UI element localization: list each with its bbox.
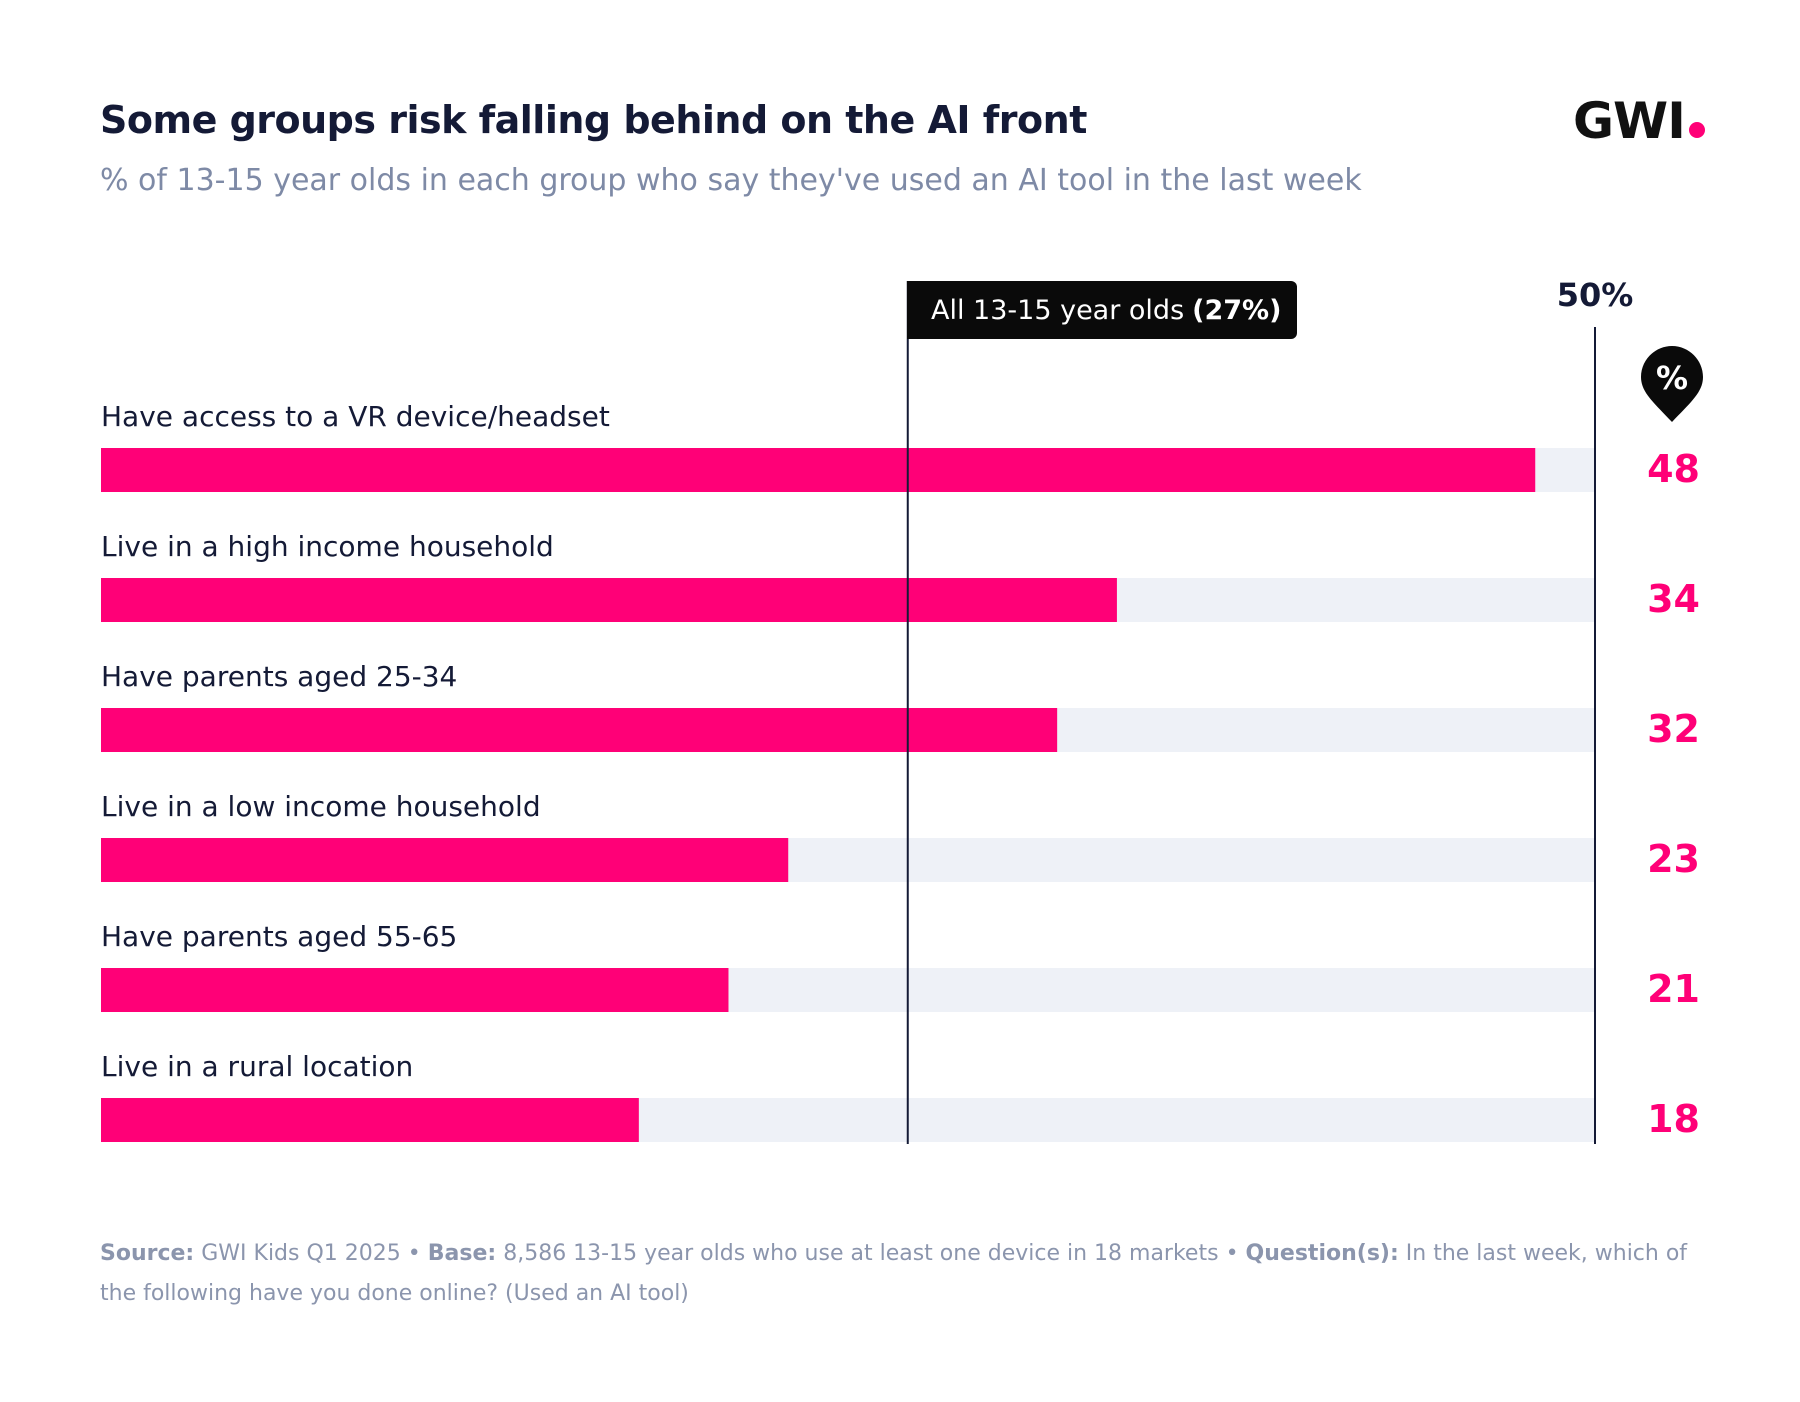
category-label: Have access to a VR device/headset [101, 400, 610, 433]
footer-separator: • [407, 1241, 421, 1266]
reference-line-label: All 13-15 year olds (27%) [907, 281, 1298, 339]
category-label: Have parents aged 25-34 [101, 660, 458, 693]
bar [101, 968, 729, 1012]
bar [101, 448, 1536, 492]
value-label: 23 [1647, 837, 1700, 881]
value-label: 48 [1647, 447, 1700, 491]
category-label: Live in a high income household [101, 530, 554, 563]
value-label: 34 [1647, 577, 1700, 621]
reference-label-text: All 13-15 year olds [931, 294, 1185, 326]
chart-subtitle: % of 13-15 year olds in each group who s… [100, 163, 1362, 198]
bar [101, 578, 1117, 622]
source-label: Source: [100, 1241, 195, 1266]
chart-title: Some groups risk falling behind on the A… [100, 98, 1087, 142]
category-label: Live in a rural location [101, 1050, 414, 1083]
footer-separator: • [1225, 1241, 1239, 1266]
value-label: 18 [1647, 1097, 1700, 1141]
question-label: Question(s): [1245, 1241, 1399, 1266]
bar [101, 708, 1058, 752]
percent-pin-icon: % [1641, 346, 1703, 422]
bar [101, 1098, 639, 1142]
axis-max-label: 50% [1556, 276, 1634, 314]
source-text: GWI Kids Q1 2025 [201, 1241, 401, 1266]
value-label: 32 [1647, 707, 1700, 751]
question-text: In the last week, which of the following… [100, 1241, 1688, 1306]
reference-label-value: (27%) [1192, 294, 1282, 326]
base-label: Base: [427, 1241, 497, 1266]
value-label: 21 [1647, 967, 1700, 1011]
logo-text: GWI [1573, 92, 1686, 150]
gwi-logo: GWI [1573, 92, 1705, 152]
category-label: Have parents aged 55-65 [101, 920, 458, 953]
percent-pin-label: % [1656, 359, 1688, 397]
bar [101, 838, 789, 882]
category-label: Live in a low income household [101, 790, 541, 823]
logo-dot-icon [1688, 122, 1705, 138]
base-text: 8,586 13-15 year olds who use at least o… [503, 1241, 1219, 1266]
chart-footer: Source: GWI Kids Q1 2025 • Base: 8,586 1… [100, 1234, 1710, 1314]
